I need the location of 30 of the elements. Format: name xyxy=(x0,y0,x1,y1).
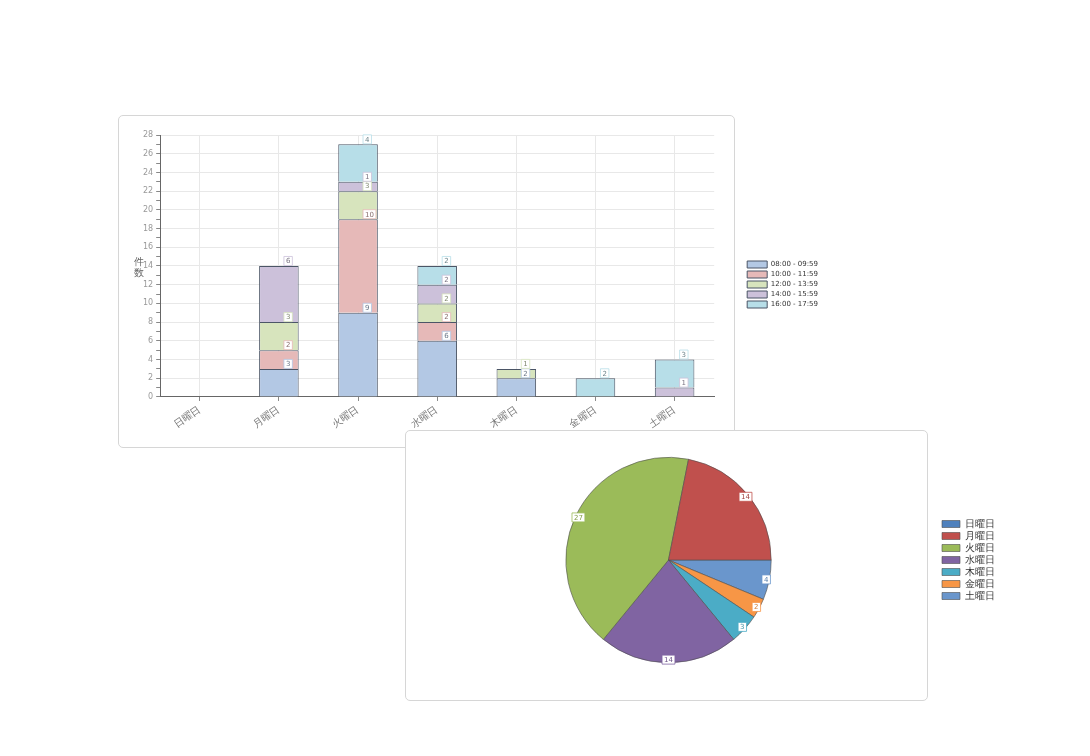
y-tick-label: 26 xyxy=(142,148,154,158)
y-tick-label: 8 xyxy=(148,317,154,327)
y-tick-label: 2 xyxy=(148,373,154,383)
y-tick-label: 18 xyxy=(142,223,154,233)
x-tick-label: 土曜日 xyxy=(646,403,678,430)
y-axis-title: 件数 xyxy=(133,256,144,278)
x-tick-label: 金曜日 xyxy=(567,403,599,430)
x-tick-label: 木曜日 xyxy=(488,403,519,430)
legend-label: 日曜日 xyxy=(965,517,995,529)
y-tick-label: 22 xyxy=(142,186,154,196)
x-tick-label: 水曜日 xyxy=(408,403,440,430)
y-tick-label: 28 xyxy=(142,130,154,140)
y-tick-label: 10 xyxy=(142,298,154,308)
y-tick-label: 4 xyxy=(148,354,154,364)
x-tick-label: 日曜日 xyxy=(171,403,203,430)
legend-label: 土曜日 xyxy=(965,589,995,601)
legend-label: 木曜日 xyxy=(965,565,995,577)
legend-label: 月曜日 xyxy=(965,529,995,541)
y-tick-label: 6 xyxy=(148,335,154,345)
y-tick-label: 20 xyxy=(142,204,154,214)
y-tick-label: 24 xyxy=(142,167,154,177)
y-tick-label: 0 xyxy=(148,392,154,402)
y-tick-label: 16 xyxy=(142,242,154,252)
legend-label: 水曜日 xyxy=(965,553,995,565)
legend-label: 火曜日 xyxy=(965,541,995,553)
x-tick-label: 月曜日 xyxy=(250,403,282,430)
y-tick-label: 14 xyxy=(142,261,154,271)
y-tick-label: 12 xyxy=(142,279,154,289)
legend-label: 金曜日 xyxy=(965,577,995,589)
x-tick-label: 火曜日 xyxy=(329,403,361,430)
